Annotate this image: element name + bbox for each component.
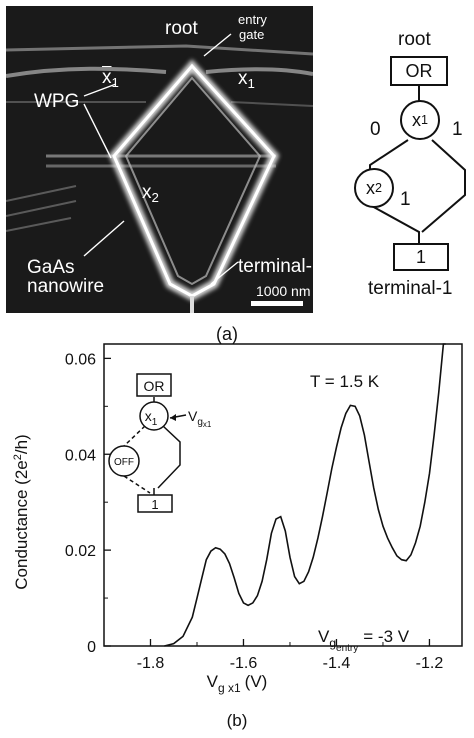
y-tick-label: 0 bbox=[87, 639, 96, 656]
inset-or-box bbox=[136, 373, 172, 397]
temperature-label: T = 1.5 K bbox=[310, 372, 380, 391]
or-box: OR bbox=[390, 56, 448, 86]
wpg-pointer-top bbox=[83, 83, 117, 97]
inset-terminal-label: 1 bbox=[151, 497, 158, 512]
inset-off-label: OFF bbox=[114, 457, 134, 468]
gaas-label: GaAs bbox=[27, 257, 75, 278]
terminal-pointer bbox=[210, 261, 239, 285]
scale-bar-label: 1000 nm bbox=[256, 283, 311, 299]
caption-a: (a) bbox=[216, 324, 238, 344]
sem-micrograph: root entry gate x1 x1 WPG x2 GaAs nanowi… bbox=[6, 6, 313, 313]
nanowire-label: nanowire bbox=[27, 276, 105, 297]
conductance-chart: -1.8 -1.6 -1.4 -1.2 0 0.02 0.04 0.06 Conductanc… bbox=[0, 340, 474, 733]
inset-x1-node bbox=[139, 401, 169, 431]
y-axis-label: Conductance (2e2/h) bbox=[12, 434, 31, 589]
y-tick-label: 0.06 bbox=[65, 351, 96, 368]
x2-label: x2 bbox=[142, 182, 159, 205]
entry-gate-pointer bbox=[203, 33, 232, 57]
nanowire-image bbox=[6, 6, 313, 313]
nanowire-pointer bbox=[83, 220, 125, 257]
terminal-box: 1 bbox=[393, 243, 449, 271]
entry-voltage-label: Vgentry= -3 V bbox=[318, 627, 410, 654]
plot-frame bbox=[103, 343, 463, 647]
y-tick-label: 0.04 bbox=[65, 447, 96, 464]
inset-arrow-label: Vgx1 bbox=[188, 408, 212, 429]
edge-1-mid-label: 1 bbox=[400, 189, 411, 210]
x1-bar-label: x1 bbox=[102, 67, 119, 90]
y-tick-label: 0.02 bbox=[65, 543, 96, 560]
inset-off-node bbox=[108, 445, 140, 477]
x-tick-label: -1.8 bbox=[137, 655, 165, 672]
wpg-label: WPG bbox=[34, 91, 80, 112]
edge-1-top-label: 1 bbox=[452, 119, 463, 140]
inset-diagram: OR x1 OFF 1 Vgx1 bbox=[108, 373, 212, 513]
entry-label: entry bbox=[238, 12, 267, 27]
inset-terminal-box bbox=[137, 494, 173, 513]
conductance-series-line bbox=[164, 343, 446, 647]
terminal-label: terminal-1 bbox=[238, 256, 313, 277]
edge-0-label: 0 bbox=[370, 119, 381, 140]
diagram-edges bbox=[369, 82, 466, 243]
scale-bar bbox=[251, 301, 303, 306]
x-axis-label: Vg x1 (V) bbox=[207, 672, 268, 695]
inset-or-label: OR bbox=[144, 378, 165, 394]
x-tick-label: -1.4 bbox=[323, 655, 351, 672]
root-label: root bbox=[165, 18, 198, 39]
x-tick-label: -1.2 bbox=[416, 655, 444, 672]
inset-x1-label: x1 bbox=[145, 408, 158, 428]
x1-label: x1 bbox=[238, 68, 255, 91]
chart-svg: -1.8 -1.6 -1.4 -1.2 0 0.02 0.04 0.06 Conductanc… bbox=[12, 343, 463, 730]
caption-b: (b) bbox=[227, 711, 248, 730]
wpg-pointer-bottom bbox=[83, 103, 112, 159]
schematic-root-label: root bbox=[398, 29, 431, 50]
gate-label: gate bbox=[239, 27, 265, 42]
schematic-terminal-label: terminal-1 bbox=[368, 278, 453, 299]
x-tick-label: -1.6 bbox=[230, 655, 258, 672]
